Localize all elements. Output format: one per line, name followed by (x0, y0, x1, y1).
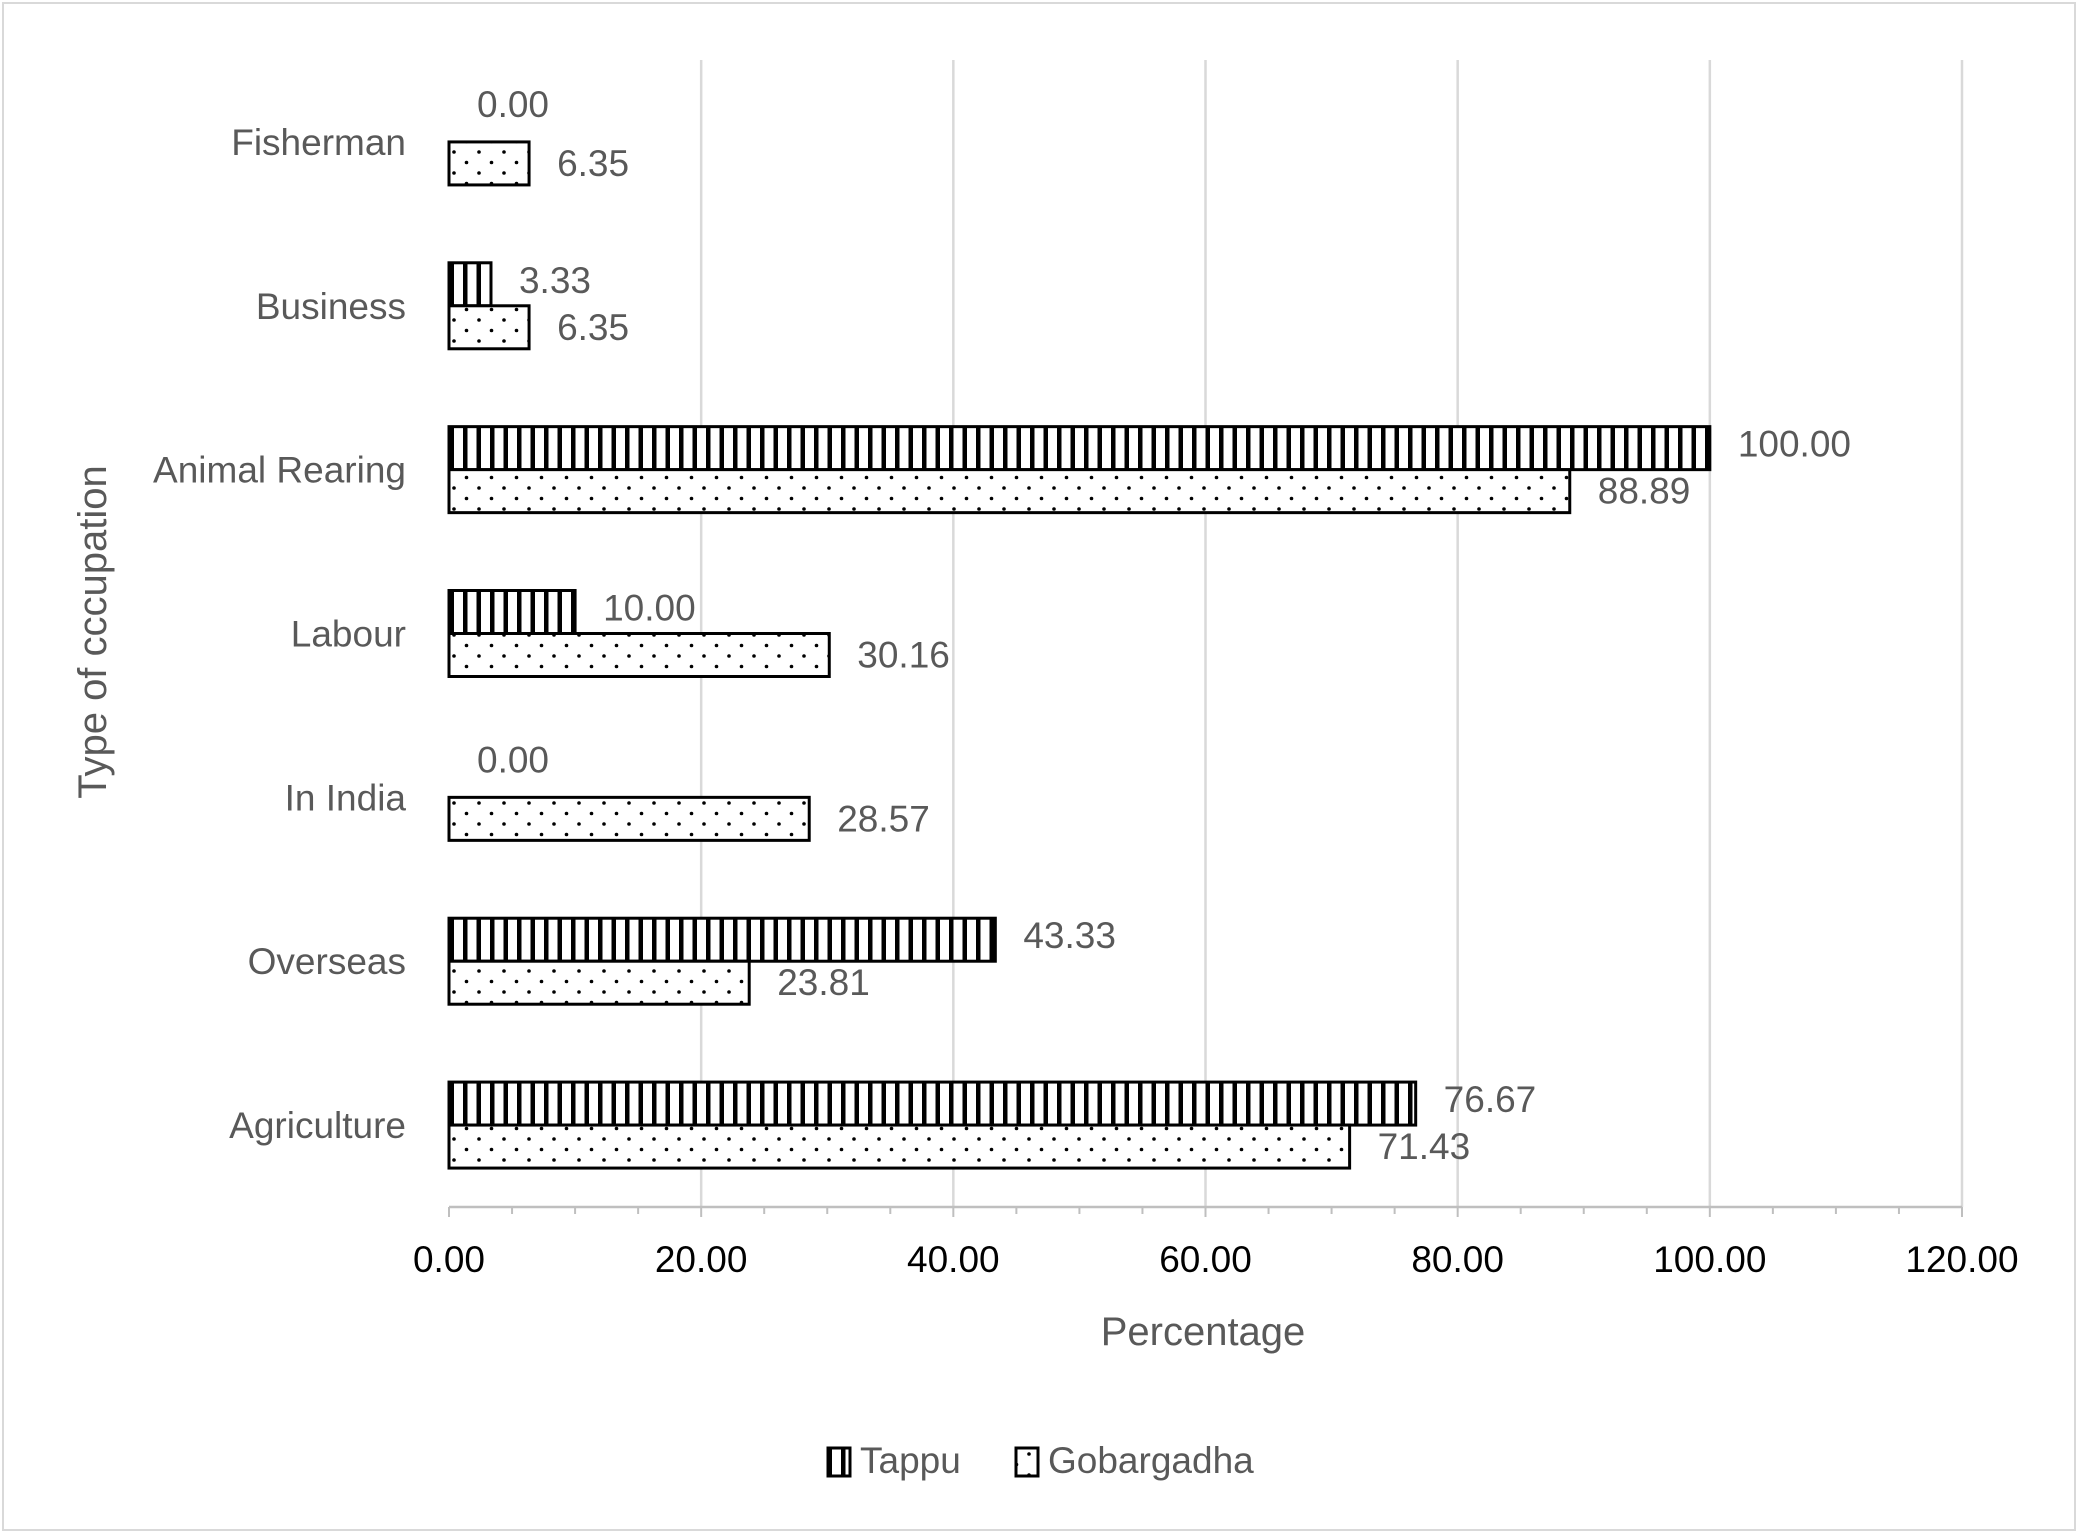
x-tick-label: 120.00 (1905, 1239, 2018, 1280)
bar-tappu-business (447, 261, 493, 308)
category-label-animal-rearing: Animal Rearing (153, 450, 406, 491)
bar-tappu-agriculture (447, 1080, 1418, 1127)
bar-gobargadha-in-india (447, 795, 811, 842)
data-label-tappu-fisherman: 0.00 (477, 84, 549, 125)
data-label-tappu-labour: 10.00 (603, 588, 696, 629)
x-tick-label: 100.00 (1653, 1239, 1766, 1280)
data-label-tappu-animal-rearing: 100.00 (1738, 424, 1851, 465)
bar-gobargadha-animal-rearing (447, 468, 1572, 515)
gridlines (699, 60, 1964, 1207)
x-tick-label: 40.00 (907, 1239, 1000, 1280)
bar-gobargadha-business (447, 304, 531, 351)
data-label-gobargadha-overseas: 23.81 (777, 962, 870, 1003)
data-label-tappu-business: 3.33 (519, 260, 591, 301)
category-label-agriculture: Agriculture (229, 1105, 406, 1146)
x-axis (448, 1205, 1963, 1217)
data-label-gobargadha-animal-rearing: 88.89 (1598, 471, 1691, 512)
x-tick-labels: 0.00 20.00 40.00 60.00 80.00 100.00 120.00 (413, 1239, 2019, 1280)
bar-gobargadha-overseas (447, 959, 751, 1006)
bar-tappu-animal-rearing (447, 425, 1712, 472)
category-label-labour: Labour (291, 614, 406, 655)
legend-swatch-tappu (826, 1446, 852, 1478)
bar-gobargadha-agriculture (447, 1123, 1352, 1170)
data-label-tappu-in-india: 0.00 (477, 739, 549, 780)
data-label-gobargadha-business: 6.35 (557, 307, 629, 348)
legend-item-tappu: Tappu (826, 1440, 961, 1481)
y-axis-title: Type of cccupation (71, 465, 115, 799)
category-label-overseas: Overseas (248, 941, 406, 982)
data-label-gobargadha-agriculture: 71.43 (1378, 1126, 1471, 1167)
data-label-tappu-overseas: 43.33 (1023, 915, 1116, 956)
bar-tappu-overseas (447, 916, 997, 963)
data-labels: 76.67 71.43 43.33 23.81 0.00 28.57 10.00 30.16 1… (477, 84, 1851, 1167)
category-label-fisherman: Fisherman (231, 122, 406, 163)
legend-item-gobargadha: Gobargadha (1014, 1440, 1254, 1481)
legend-swatch-gobargadha (1014, 1446, 1040, 1478)
data-label-gobargadha-in-india: 28.57 (837, 798, 930, 839)
bar-gobargadha-fisherman (447, 140, 531, 187)
data-label-gobargadha-labour: 30.16 (857, 635, 950, 676)
x-tick-label: 60.00 (1159, 1239, 1252, 1280)
x-tick-label: 0.00 (413, 1239, 485, 1280)
legend: Tappu Gobargadha (826, 1440, 1254, 1481)
x-tick-label: 80.00 (1411, 1239, 1504, 1280)
bar-gobargadha-labour (447, 632, 831, 678)
bar-tappu-labour (447, 589, 577, 635)
data-label-gobargadha-fisherman: 6.35 (557, 143, 629, 184)
x-axis-title: Percentage (1101, 1310, 1306, 1354)
category-labels: Agriculture Overseas In India Labour Animal … (153, 122, 406, 1146)
category-label-business: Business (256, 286, 406, 327)
legend-label-gobargadha: Gobargadha (1048, 1440, 1254, 1481)
bars (447, 140, 1712, 1170)
category-label-in-india: In India (285, 777, 407, 818)
legend-label-tappu: Tappu (860, 1440, 961, 1481)
x-tick-label: 20.00 (655, 1239, 748, 1280)
data-label-tappu-agriculture: 76.67 (1444, 1079, 1537, 1120)
